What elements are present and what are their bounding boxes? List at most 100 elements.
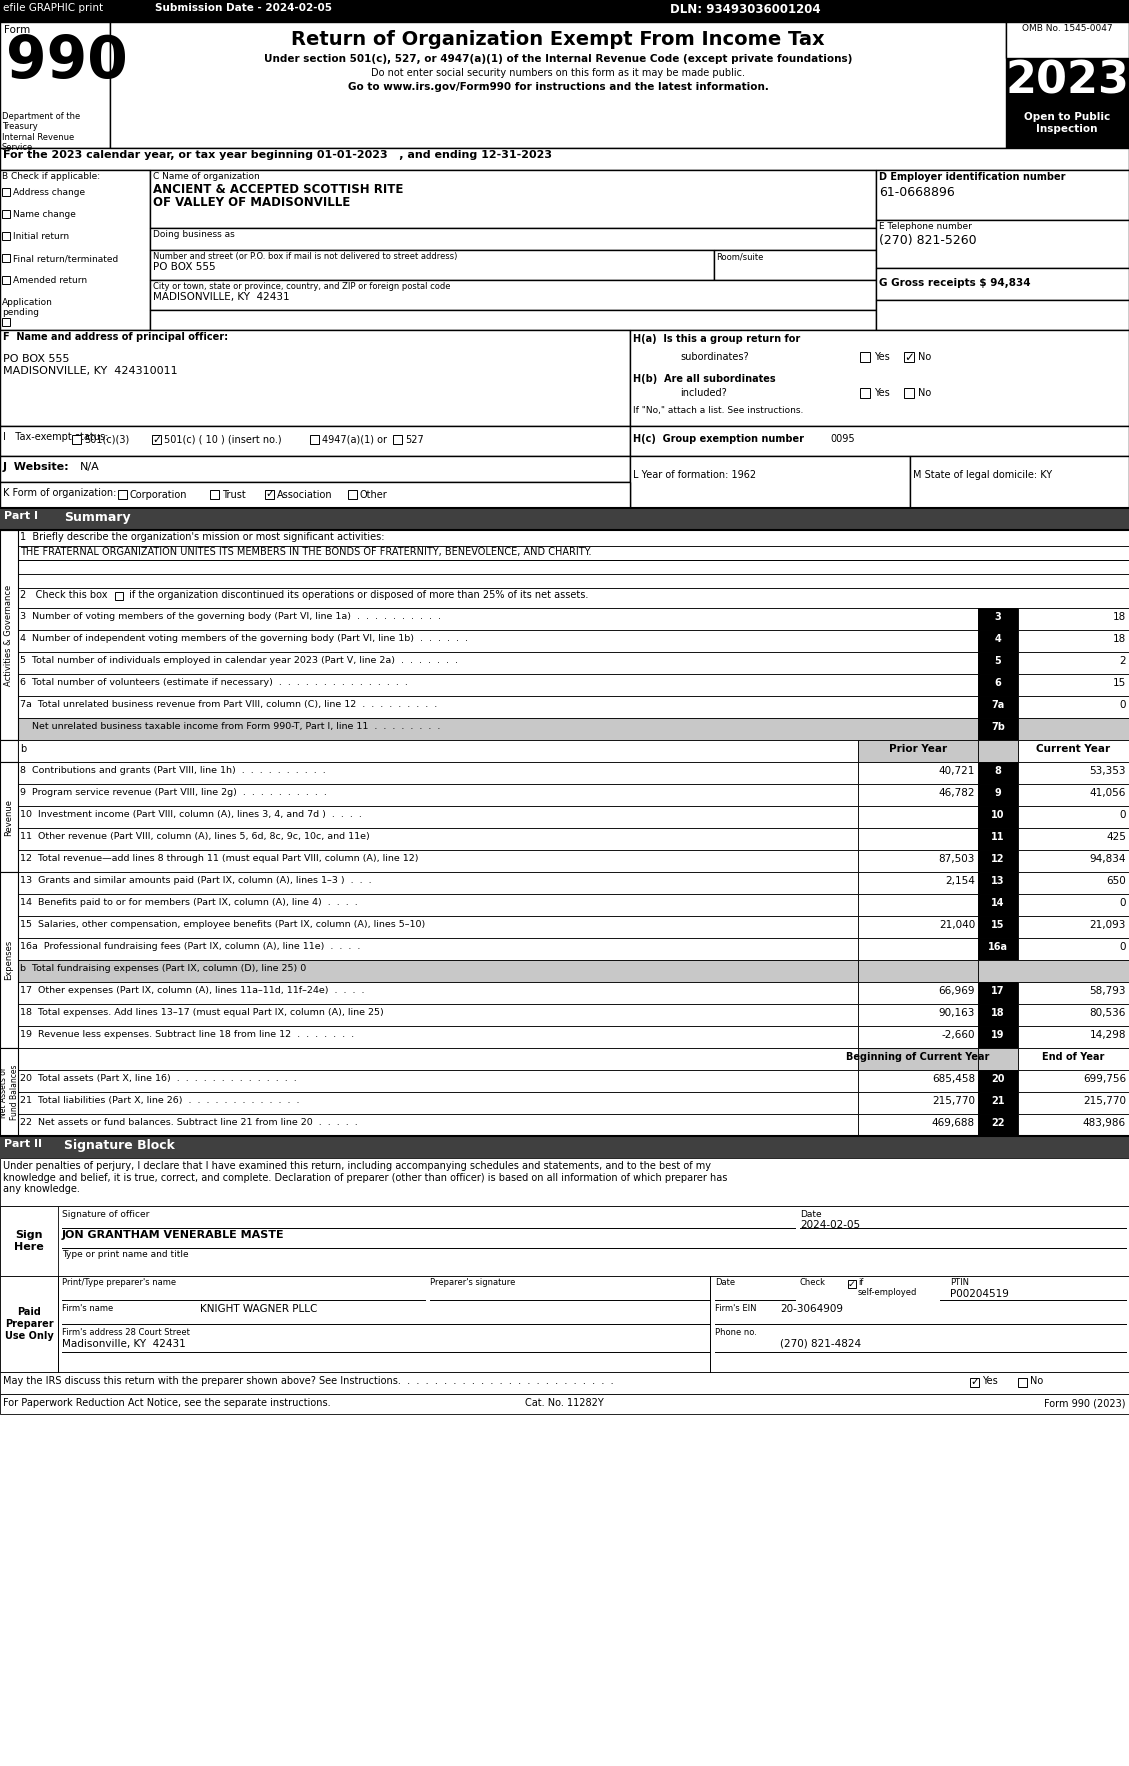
Bar [1018,608,1129,630]
Text: F  Name and address of principal officer:: F Name and address of principal officer: [3,332,228,343]
Text: 14,298: 14,298 [1089,1030,1126,1040]
Text: Activities & Governance: Activities & Governance [5,585,14,685]
Text: THE FRATERNAL ORGANIZATION UNITES ITS MEMBERS IN THE BONDS OF FRATERNITY, BENEVO: THE FRATERNAL ORGANIZATION UNITES ITS ME… [20,547,592,556]
Text: No: No [918,389,931,397]
Text: E Telephone number: E Telephone number [879,223,972,231]
Text: 0: 0 [1120,811,1126,819]
Bar [0,426,630,456]
Text: 13: 13 [991,876,1005,887]
Text: Revenue: Revenue [5,798,14,835]
Text: 501(c)(3): 501(c)(3) [84,434,129,445]
Bar [858,938,978,961]
Text: b: b [20,743,26,754]
Text: 4947(a)(1) or: 4947(a)(1) or [322,434,387,445]
Text: 14  Benefits paid to or for members (Part IX, column (A), line 4)  .  .  .  .: 14 Benefits paid to or for members (Part… [20,897,358,908]
Bar [18,1047,858,1070]
Bar [876,221,1129,268]
Text: 94,834: 94,834 [1089,855,1126,864]
Bar [910,456,1129,509]
Text: Corporation: Corporation [130,489,187,500]
Text: 18  Total expenses. Add lines 13–17 (must equal Part IX, column (A), line 25): 18 Total expenses. Add lines 13–17 (must… [20,1008,384,1017]
Bar [18,630,978,652]
Bar [18,588,1129,608]
Bar [860,351,870,362]
Bar [630,426,1129,456]
Text: 6: 6 [995,678,1001,689]
Bar [310,434,320,443]
Text: 7b: 7b [991,722,1005,731]
Text: No: No [1030,1376,1043,1386]
Text: J  Website:: J Website: [3,463,70,472]
Text: Form: Form [5,25,30,35]
Bar [0,1277,58,1372]
Bar [1018,1026,1129,1047]
Text: Address change: Address change [14,187,85,198]
Bar [860,389,870,397]
Text: 21: 21 [991,1097,1005,1106]
Text: May the IRS discuss this return with the preparer shown above? See Instructions.: May the IRS discuss this return with the… [3,1376,614,1386]
Text: 18: 18 [1113,634,1126,645]
Text: 9  Program service revenue (Part VIII, line 2g)  .  .  .  .  .  .  .  .  .  .: 9 Program service revenue (Part VIII, li… [20,788,327,796]
Text: 12  Total revenue—add lines 8 through 11 (must equal Part VIII, column (A), line: 12 Total revenue—add lines 8 through 11 … [20,855,419,864]
Text: 685,458: 685,458 [931,1074,975,1084]
Text: 10  Investment income (Part VIII, column (A), lines 3, 4, and 7d )  .  .  .  .: 10 Investment income (Part VIII, column … [20,811,362,819]
Bar [393,434,402,443]
Text: Under section 501(c), 527, or 4947(a)(1) of the Internal Revenue Code (except pr: Under section 501(c), 527, or 4947(a)(1)… [264,55,852,64]
Text: Beginning of Current Year: Beginning of Current Year [847,1053,990,1061]
Bar [978,961,1129,982]
Text: 699,756: 699,756 [1083,1074,1126,1084]
Text: 21  Total liabilities (Part X, line 26)  .  .  .  .  .  .  .  .  .  .  .  .  .: 21 Total liabilities (Part X, line 26) .… [20,1097,299,1106]
Text: PO BOX 555: PO BOX 555 [3,353,70,364]
Bar [904,389,914,397]
Bar [18,560,1129,574]
Text: 10: 10 [991,811,1005,819]
Text: Other: Other [360,489,387,500]
Text: 6  Total number of volunteers (estimate if necessary)  .  .  .  .  .  .  .  .  .: 6 Total number of volunteers (estimate i… [20,678,408,687]
Bar [978,938,1018,961]
Text: 7a: 7a [991,699,1005,710]
Bar [858,740,978,761]
Text: Phone no.: Phone no. [715,1328,756,1337]
Text: 13  Grants and similar amounts paid (Part IX, column (A), lines 1–3 )  .  .  .: 13 Grants and similar amounts paid (Part… [20,876,371,885]
Bar [0,509,1129,530]
Bar [18,608,978,630]
Text: 1  Briefly describe the organization's mission or most significant activities:: 1 Briefly describe the organization's mi… [20,532,385,542]
Text: 0095: 0095 [830,434,855,443]
Text: Sign
Here: Sign Here [15,1231,44,1252]
Text: Preparer's signature: Preparer's signature [430,1279,515,1287]
Text: 41,056: 41,056 [1089,788,1126,798]
Bar [18,1005,858,1026]
Text: (270) 821-4824: (270) 821-4824 [780,1339,861,1349]
Bar [18,574,1129,588]
Bar [18,849,858,872]
Text: PTIN: PTIN [949,1279,969,1287]
Bar [2,254,10,261]
Text: No: No [918,351,931,362]
Text: Under penalties of perjury, I declare that I have examined this return, includin: Under penalties of perjury, I declare th… [3,1160,727,1194]
Text: K Form of organization:: K Form of organization: [3,487,116,498]
Text: Name change: Name change [14,210,76,219]
Text: 8: 8 [995,766,1001,775]
Bar [18,1114,858,1136]
Text: Initial return: Initial return [14,231,69,240]
Text: 15: 15 [1113,678,1126,689]
Bar [714,251,876,281]
Text: 90,163: 90,163 [938,1008,975,1017]
Bar [858,1047,978,1070]
Bar [0,1206,1129,1277]
Bar [0,740,18,761]
Text: -2,660: -2,660 [942,1030,975,1040]
Text: PO BOX 555: PO BOX 555 [154,261,216,272]
Text: H(a)  Is this a group return for: H(a) Is this a group return for [633,334,800,344]
Text: Yes: Yes [874,389,890,397]
Bar [978,805,1018,828]
Bar [1018,1047,1129,1070]
Text: ✓: ✓ [904,350,914,364]
Bar [858,849,978,872]
Bar [152,434,161,443]
Text: Go to www.irs.gov/Form990 for instructions and the latest information.: Go to www.irs.gov/Form990 for instructio… [348,81,769,92]
Bar [0,482,630,509]
Text: 66,969: 66,969 [938,985,975,996]
Text: 19: 19 [991,1030,1005,1040]
Text: included?: included? [680,389,727,397]
